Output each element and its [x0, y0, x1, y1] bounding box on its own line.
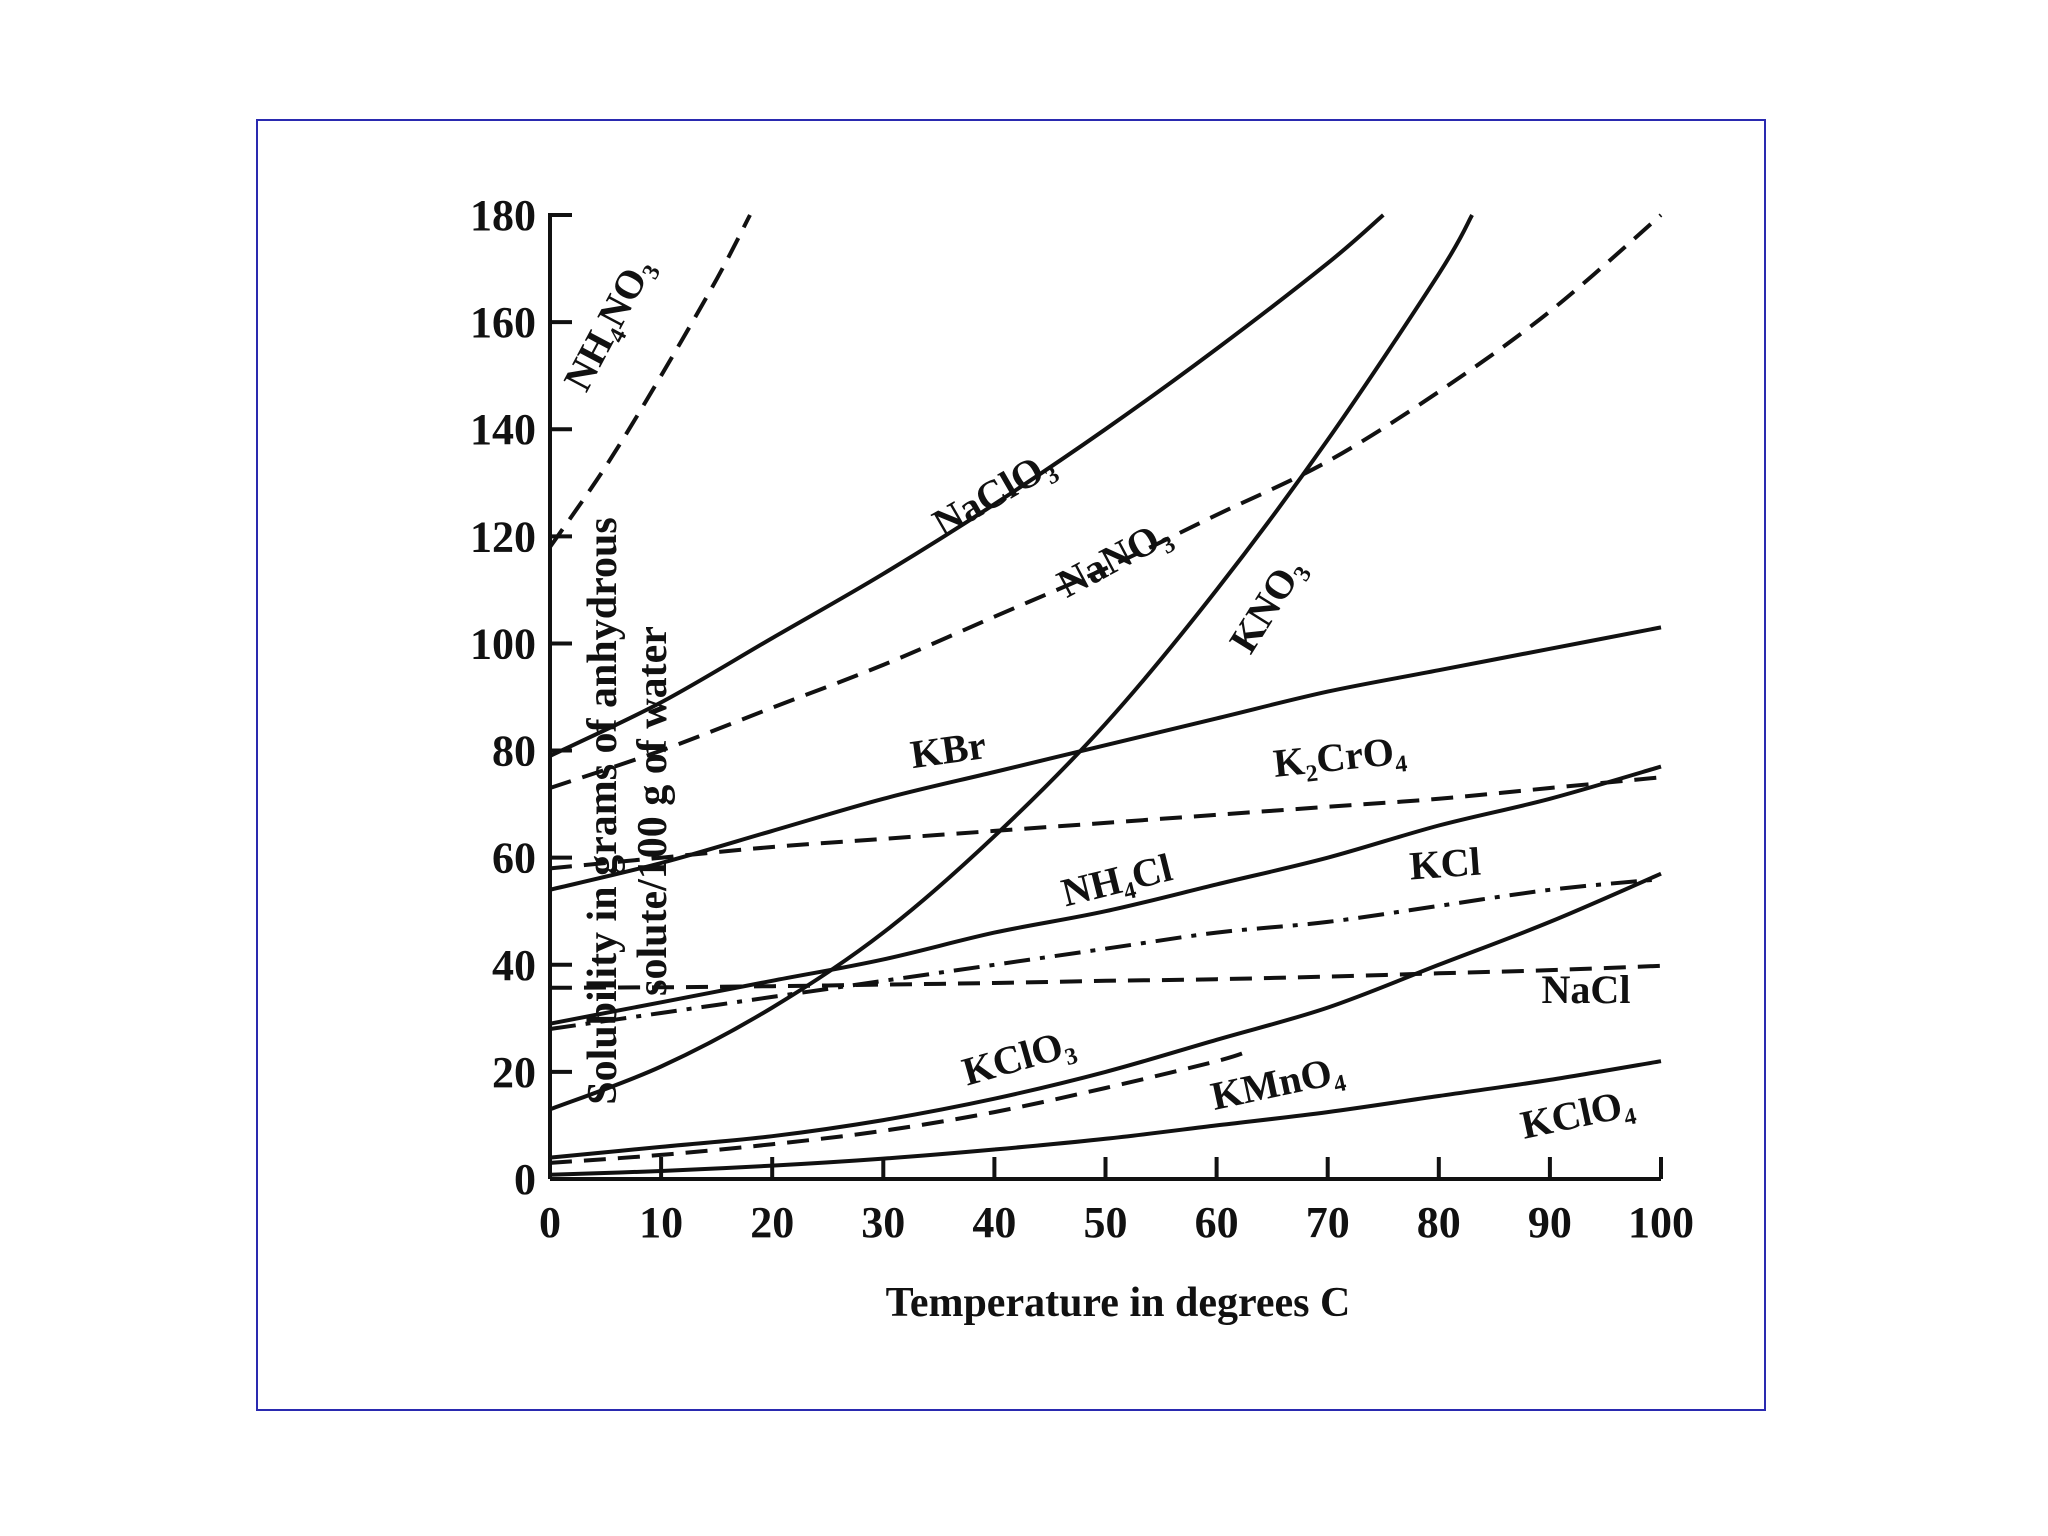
x-tick-label-60: 60 — [1195, 1198, 1239, 1247]
series-line-nano3 — [549, 213, 1663, 790]
series-line-kcl — [549, 877, 1662, 1031]
solubility-chart: 0 20 40 60 80 100 120 140 160 180 0 10 20 30 40 50 60 70 8… — [470, 191, 1694, 1326]
x-tick-label-100: 100 — [1628, 1198, 1694, 1247]
series-line-kmno4 — [549, 1048, 1251, 1165]
series-line-kclo3 — [549, 871, 1662, 1160]
y-axis-title-line-2: solute/100 g of water — [630, 626, 676, 996]
series-label-nano3: NaNO₃ — [1050, 510, 1178, 606]
series-line-nacl — [549, 963, 1662, 990]
y-tick-label-20: 20 — [492, 1048, 536, 1097]
tick-labels: 0 20 40 60 80 100 120 140 160 180 0 10 20 30 40 50 60 70 8… — [470, 191, 1694, 1247]
series-line-nh4no3 — [548, 214, 752, 549]
x-tick-label-0: 0 — [539, 1198, 561, 1247]
series-label-kclo4: KClO₄ — [1517, 1080, 1638, 1148]
y-tick-label-0: 0 — [514, 1155, 536, 1204]
series-line-kno3 — [549, 214, 1474, 1112]
series-label-k2cro4: K₂CrO₄ — [1271, 727, 1408, 786]
x-tick-label-90: 90 — [1528, 1198, 1572, 1247]
series-label-kcl: KCl — [1408, 839, 1482, 889]
y-tick-label-180: 180 — [470, 191, 536, 240]
y-tick-label-60: 60 — [492, 834, 536, 883]
y-tick-label-120: 120 — [470, 512, 536, 561]
series-line-k2cro4 — [549, 775, 1662, 871]
y-tick-label-100: 100 — [470, 619, 536, 668]
series-lines — [548, 213, 1663, 1177]
series-label-nh4cl: NH₄Cl — [1057, 845, 1177, 916]
x-axis-title: Temperature in degrees C — [886, 1280, 1351, 1326]
x-tick-label-10: 10 — [639, 1198, 683, 1247]
y-axis-title-line-1: Solubility in grams of anhydrous — [580, 517, 626, 1104]
series-label-kbr: KBr — [908, 722, 989, 777]
x-tick-label-20: 20 — [750, 1198, 794, 1247]
y-axis-title: Solubility in grams of anhydrous solute/… — [580, 517, 676, 1104]
x-tick-label-40: 40 — [972, 1198, 1016, 1247]
series-line-kclo4 — [549, 1059, 1662, 1177]
series-label-nacl: NaCl — [1542, 967, 1631, 1012]
y-tick-label-140: 140 — [470, 405, 536, 454]
axes — [548, 213, 1663, 1181]
y-tick-label-40: 40 — [492, 941, 536, 990]
x-tick-label-80: 80 — [1417, 1198, 1461, 1247]
y-tick-label-80: 80 — [492, 727, 536, 776]
series-line-kbr — [549, 625, 1662, 892]
series-line-naclo3 — [549, 213, 1385, 758]
x-tick-label-70: 70 — [1306, 1198, 1350, 1247]
series-label-naclo3: NaClO₃ — [925, 441, 1062, 546]
chart-frame: 0 20 40 60 80 100 120 140 160 180 0 10 20 30 40 50 60 70 8… — [256, 119, 1766, 1411]
x-tick-label-30: 30 — [861, 1198, 905, 1247]
x-tick-label-50: 50 — [1084, 1198, 1128, 1247]
y-tick-label-160: 160 — [470, 298, 536, 347]
